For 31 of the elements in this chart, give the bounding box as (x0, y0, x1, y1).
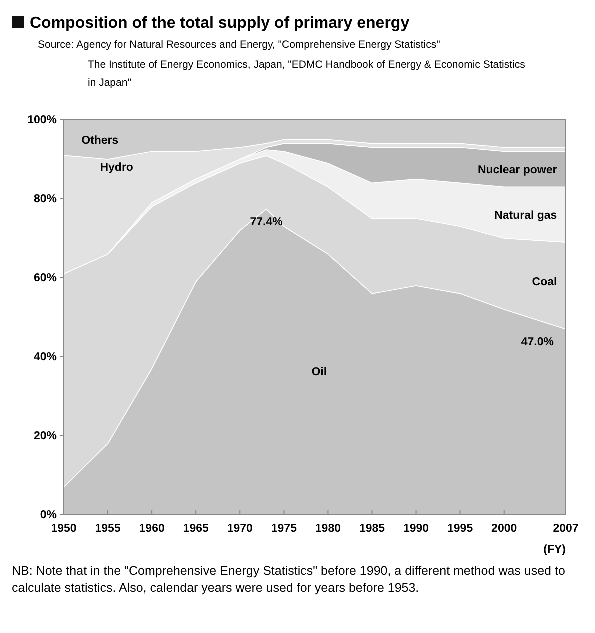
series-label: Oil (312, 366, 328, 379)
y-tick-label: 20% (34, 430, 57, 443)
series-label: Others (82, 134, 119, 147)
source-note: Source: Agency for Natural Resources and Energy, "Comprehensive Energy Statistics" (38, 39, 441, 51)
annotation: 47.0% (521, 336, 554, 348)
text: The Institute of Energy Economics, Japan, "EDMC Handbook of Energy & Economic Statistics in Japan" (88, 59, 526, 89)
y-tick-label: 0% (40, 510, 57, 522)
y-tick-label: 40% (34, 352, 57, 364)
x-tick-label: 1990 (403, 523, 430, 536)
y-tick-label: 100% (28, 114, 57, 127)
x-tick-label: 1975 (271, 523, 298, 536)
x-tick-label: 1970 (227, 523, 253, 536)
x-tick-label: 2007 (553, 523, 579, 536)
x-tick-label: 1965 (183, 523, 210, 536)
series-label: Natural gas (494, 210, 558, 222)
x-axis-title: (FY) (544, 544, 566, 556)
series-label: Hydro (100, 162, 134, 174)
x-tick-label: 1955 (95, 523, 122, 536)
x-tick-label: 1985 (359, 523, 386, 536)
chart-title: Composition of the total supply of primary energy (30, 15, 410, 32)
text: NB: Note that in the "Comprehensive Energy Statistics" before 1990, a different method was used to calculate statistics. Also, calendar years were used for years before 1953. (12, 564, 566, 595)
x-tick-label: 1980 (315, 523, 342, 536)
x-tick-label: 1950 (51, 523, 77, 536)
x-tick-label: 2000 (492, 523, 518, 536)
y-tick-label: 60% (34, 272, 57, 285)
annotation: 77.4% (250, 216, 283, 228)
series-label: Nuclear power (478, 164, 558, 176)
x-tick-label: 1960 (139, 523, 165, 536)
x-tick-label: 1995 (448, 523, 474, 536)
series-label: Coal (532, 276, 558, 289)
y-tick-label: 80% (34, 194, 57, 206)
